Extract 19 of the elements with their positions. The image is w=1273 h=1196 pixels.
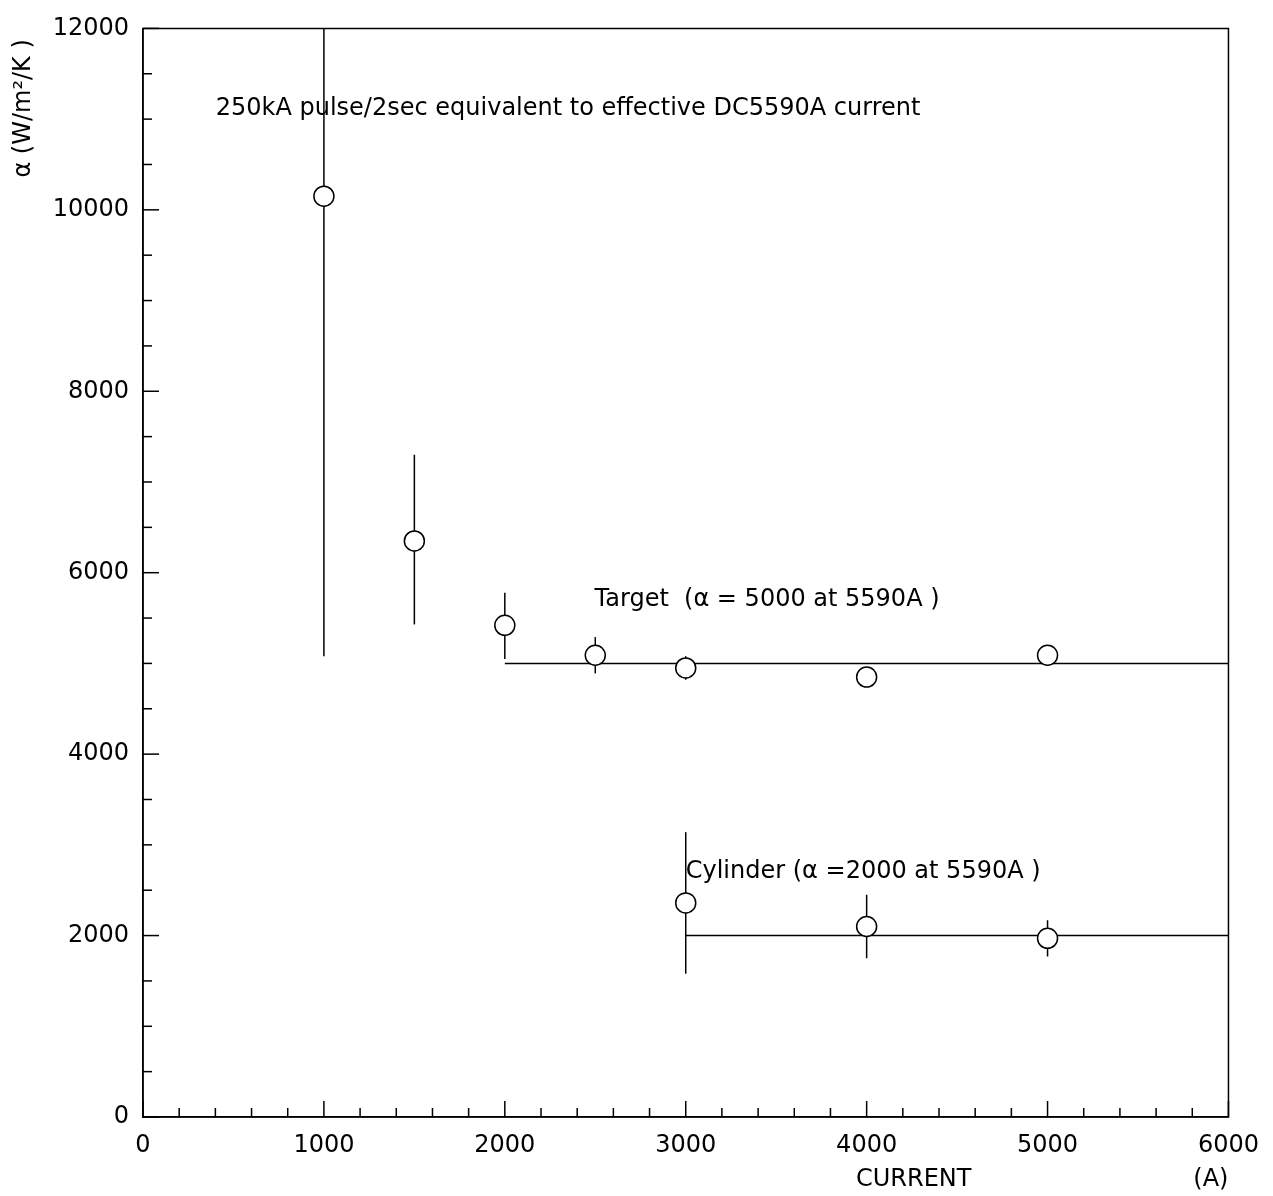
annotation: Cylinder (α =2000 at 5590A ) xyxy=(685,856,1041,885)
x-tick-label: 6000 xyxy=(1197,1129,1259,1158)
y-tick-label: 10000 xyxy=(52,194,129,223)
y-tick-label: 8000 xyxy=(67,375,129,404)
y-axis-title: α (W/m²/K ) xyxy=(8,39,37,178)
x-tick-label: 2000 xyxy=(474,1129,536,1158)
x-tick-label: 3000 xyxy=(655,1129,717,1158)
y-tick-label: 0 xyxy=(113,1101,129,1130)
x-tick-label: 1000 xyxy=(293,1129,355,1158)
y-tick-label: 4000 xyxy=(67,738,129,767)
x-tick-label: 4000 xyxy=(836,1129,898,1158)
x-axis-title: CURRENT xyxy=(855,1164,972,1193)
x-tick-label: 5000 xyxy=(1017,1129,1079,1158)
annotation: Target (α = 5000 at 5590A ) xyxy=(593,584,940,613)
text: (A) xyxy=(1193,1164,1229,1193)
y-tick-label: 2000 xyxy=(67,919,129,948)
y-tick-label: 6000 xyxy=(67,556,129,585)
y-tick-label: 12000 xyxy=(52,12,129,41)
x-tick-label: 0 xyxy=(135,1129,151,1158)
